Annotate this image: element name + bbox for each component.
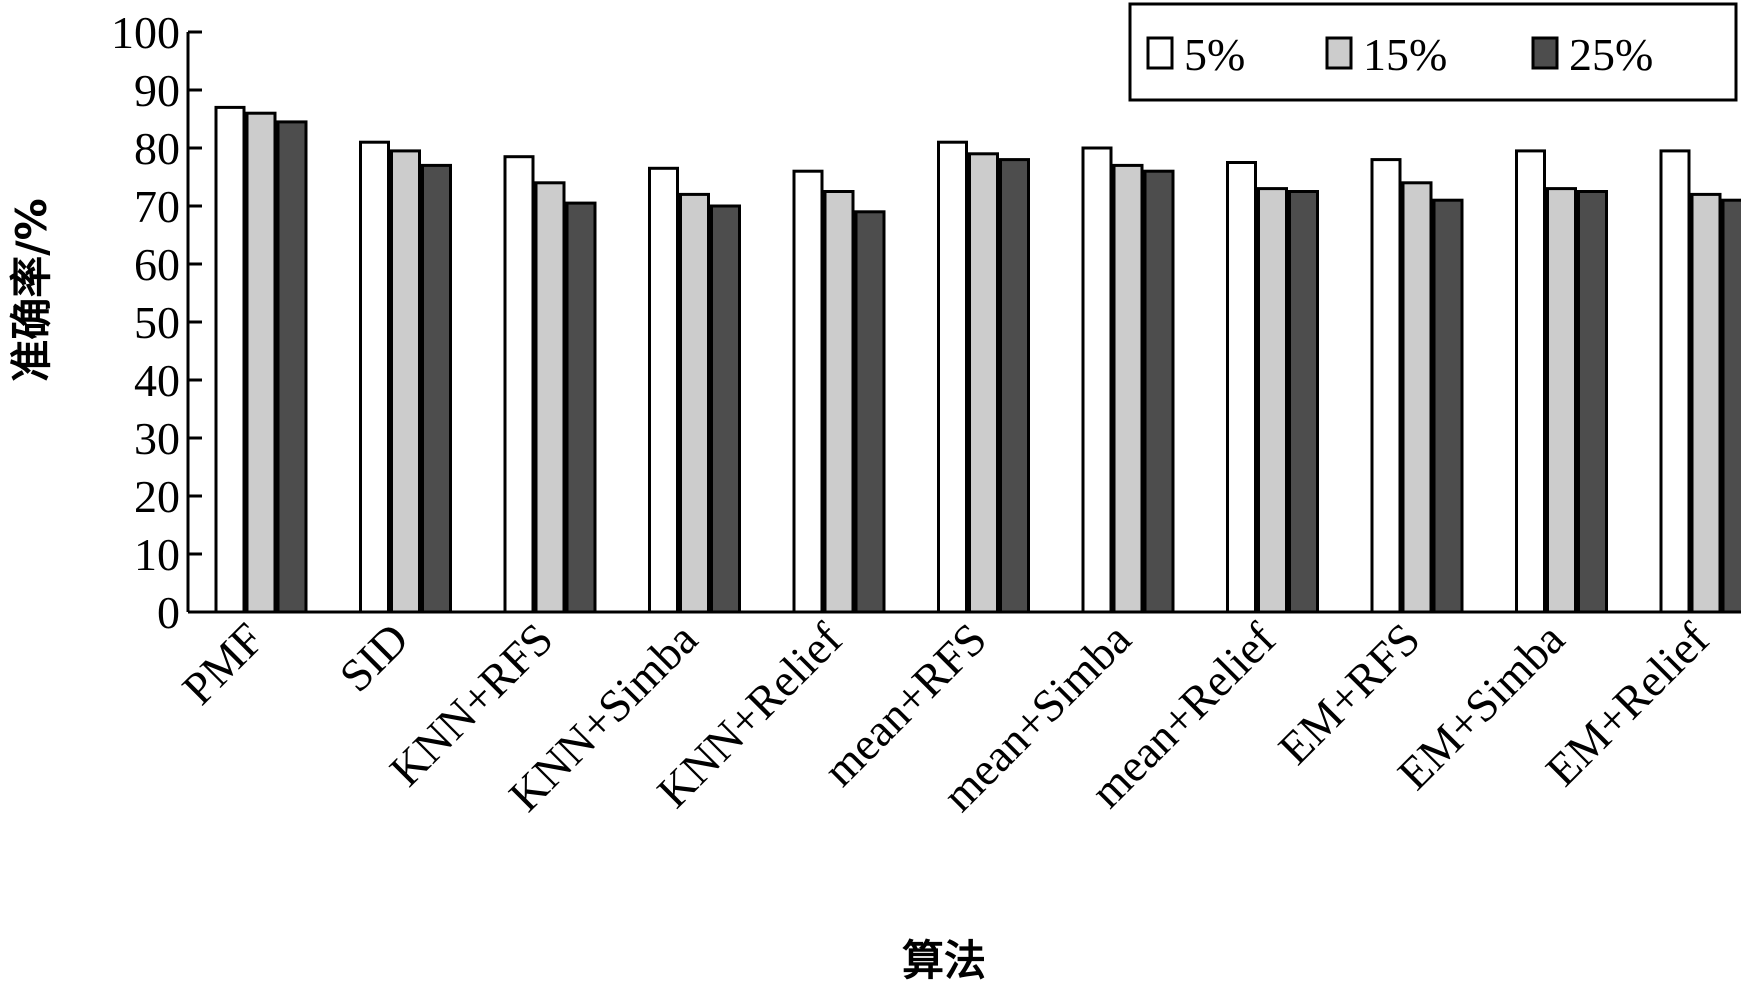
y-tick-label: 40 — [134, 355, 180, 406]
legend-label: 25% — [1569, 29, 1653, 80]
bar-knn-relief-25pct — [854, 210, 886, 614]
legend-label: 15% — [1363, 29, 1447, 80]
bar-em-rfs-15pct — [1401, 181, 1433, 614]
legend-swatch — [1531, 36, 1559, 70]
y-tick-label: 50 — [134, 297, 180, 348]
bar-sid-5pct — [359, 140, 390, 614]
bar-em-simba-5pct — [1515, 149, 1546, 614]
y-tick-label: 0 — [157, 587, 180, 638]
bar-knn-simba-15pct — [679, 192, 710, 614]
bar-pmf-25pct — [276, 120, 308, 614]
y-tick-label: 10 — [134, 529, 180, 580]
y-tick-label: 80 — [134, 123, 180, 174]
legend-frame — [1128, 2, 1738, 102]
bar-mean-rfs-5pct — [937, 140, 968, 614]
bar-em-simba-15pct — [1546, 187, 1577, 614]
category-label: PMF — [172, 613, 273, 714]
y-tick-label: 30 — [134, 413, 180, 464]
y-axis-title: 准确率/% — [7, 198, 56, 381]
y-tick-label: 90 — [134, 65, 180, 116]
x-axis-title: 算法 — [902, 936, 986, 985]
bar-knn-rfs-25pct — [565, 201, 597, 614]
y-tick-label: 60 — [134, 239, 180, 290]
y-tick-label: 100 — [111, 7, 180, 58]
bar-em-relief-15pct — [1690, 192, 1722, 614]
bar-knn-simba-5pct — [648, 166, 679, 614]
bar-knn-rfs-15pct — [534, 181, 566, 614]
y-tick-label: 70 — [134, 181, 180, 232]
bar-mean-relief-5pct — [1226, 161, 1257, 614]
bar-sid-15pct — [390, 149, 421, 614]
category-label: SID — [330, 613, 418, 701]
bar-sid-25pct — [421, 163, 452, 614]
y-axis: 0 10 20 30 40 50 60 70 80 90 100 — [111, 7, 202, 638]
bar-em-relief-25pct — [1721, 198, 1741, 614]
bar-knn-relief-15pct — [823, 190, 855, 614]
bar-em-rfs-5pct — [1370, 158, 1402, 614]
bar-mean-simba-5pct — [1081, 146, 1113, 614]
bar-mean-rfs-15pct — [968, 152, 999, 614]
bar-mean-relief-25pct — [1288, 190, 1319, 614]
legend: 5% 15% 25% — [1128, 2, 1738, 102]
bar-pmf-15pct — [245, 111, 277, 614]
bar-mean-relief-15pct — [1257, 187, 1288, 614]
legend-label: 5% — [1184, 29, 1245, 80]
legend-swatch — [1146, 36, 1174, 70]
bar-mean-simba-15pct — [1112, 163, 1144, 614]
category-labels: PMF SIDKNN+RFSKNN+SimbaKNN+Reliefmean+RFS… — [172, 613, 1719, 821]
bar-knn-rfs-5pct — [503, 155, 535, 614]
bar-em-simba-25pct — [1577, 190, 1608, 614]
legend-swatch — [1325, 36, 1353, 70]
bar-mean-rfs-25pct — [999, 158, 1030, 614]
bar-knn-relief-5pct — [792, 169, 824, 614]
bar-knn-simba-25pct — [710, 204, 741, 614]
bar-em-rfs-25pct — [1432, 198, 1464, 614]
bar-em-relief-5pct — [1659, 149, 1691, 614]
bar-pmf-5pct — [214, 105, 246, 614]
y-tick-label: 20 — [134, 471, 180, 522]
bar-mean-simba-25pct — [1143, 169, 1175, 614]
bars — [214, 105, 1741, 614]
